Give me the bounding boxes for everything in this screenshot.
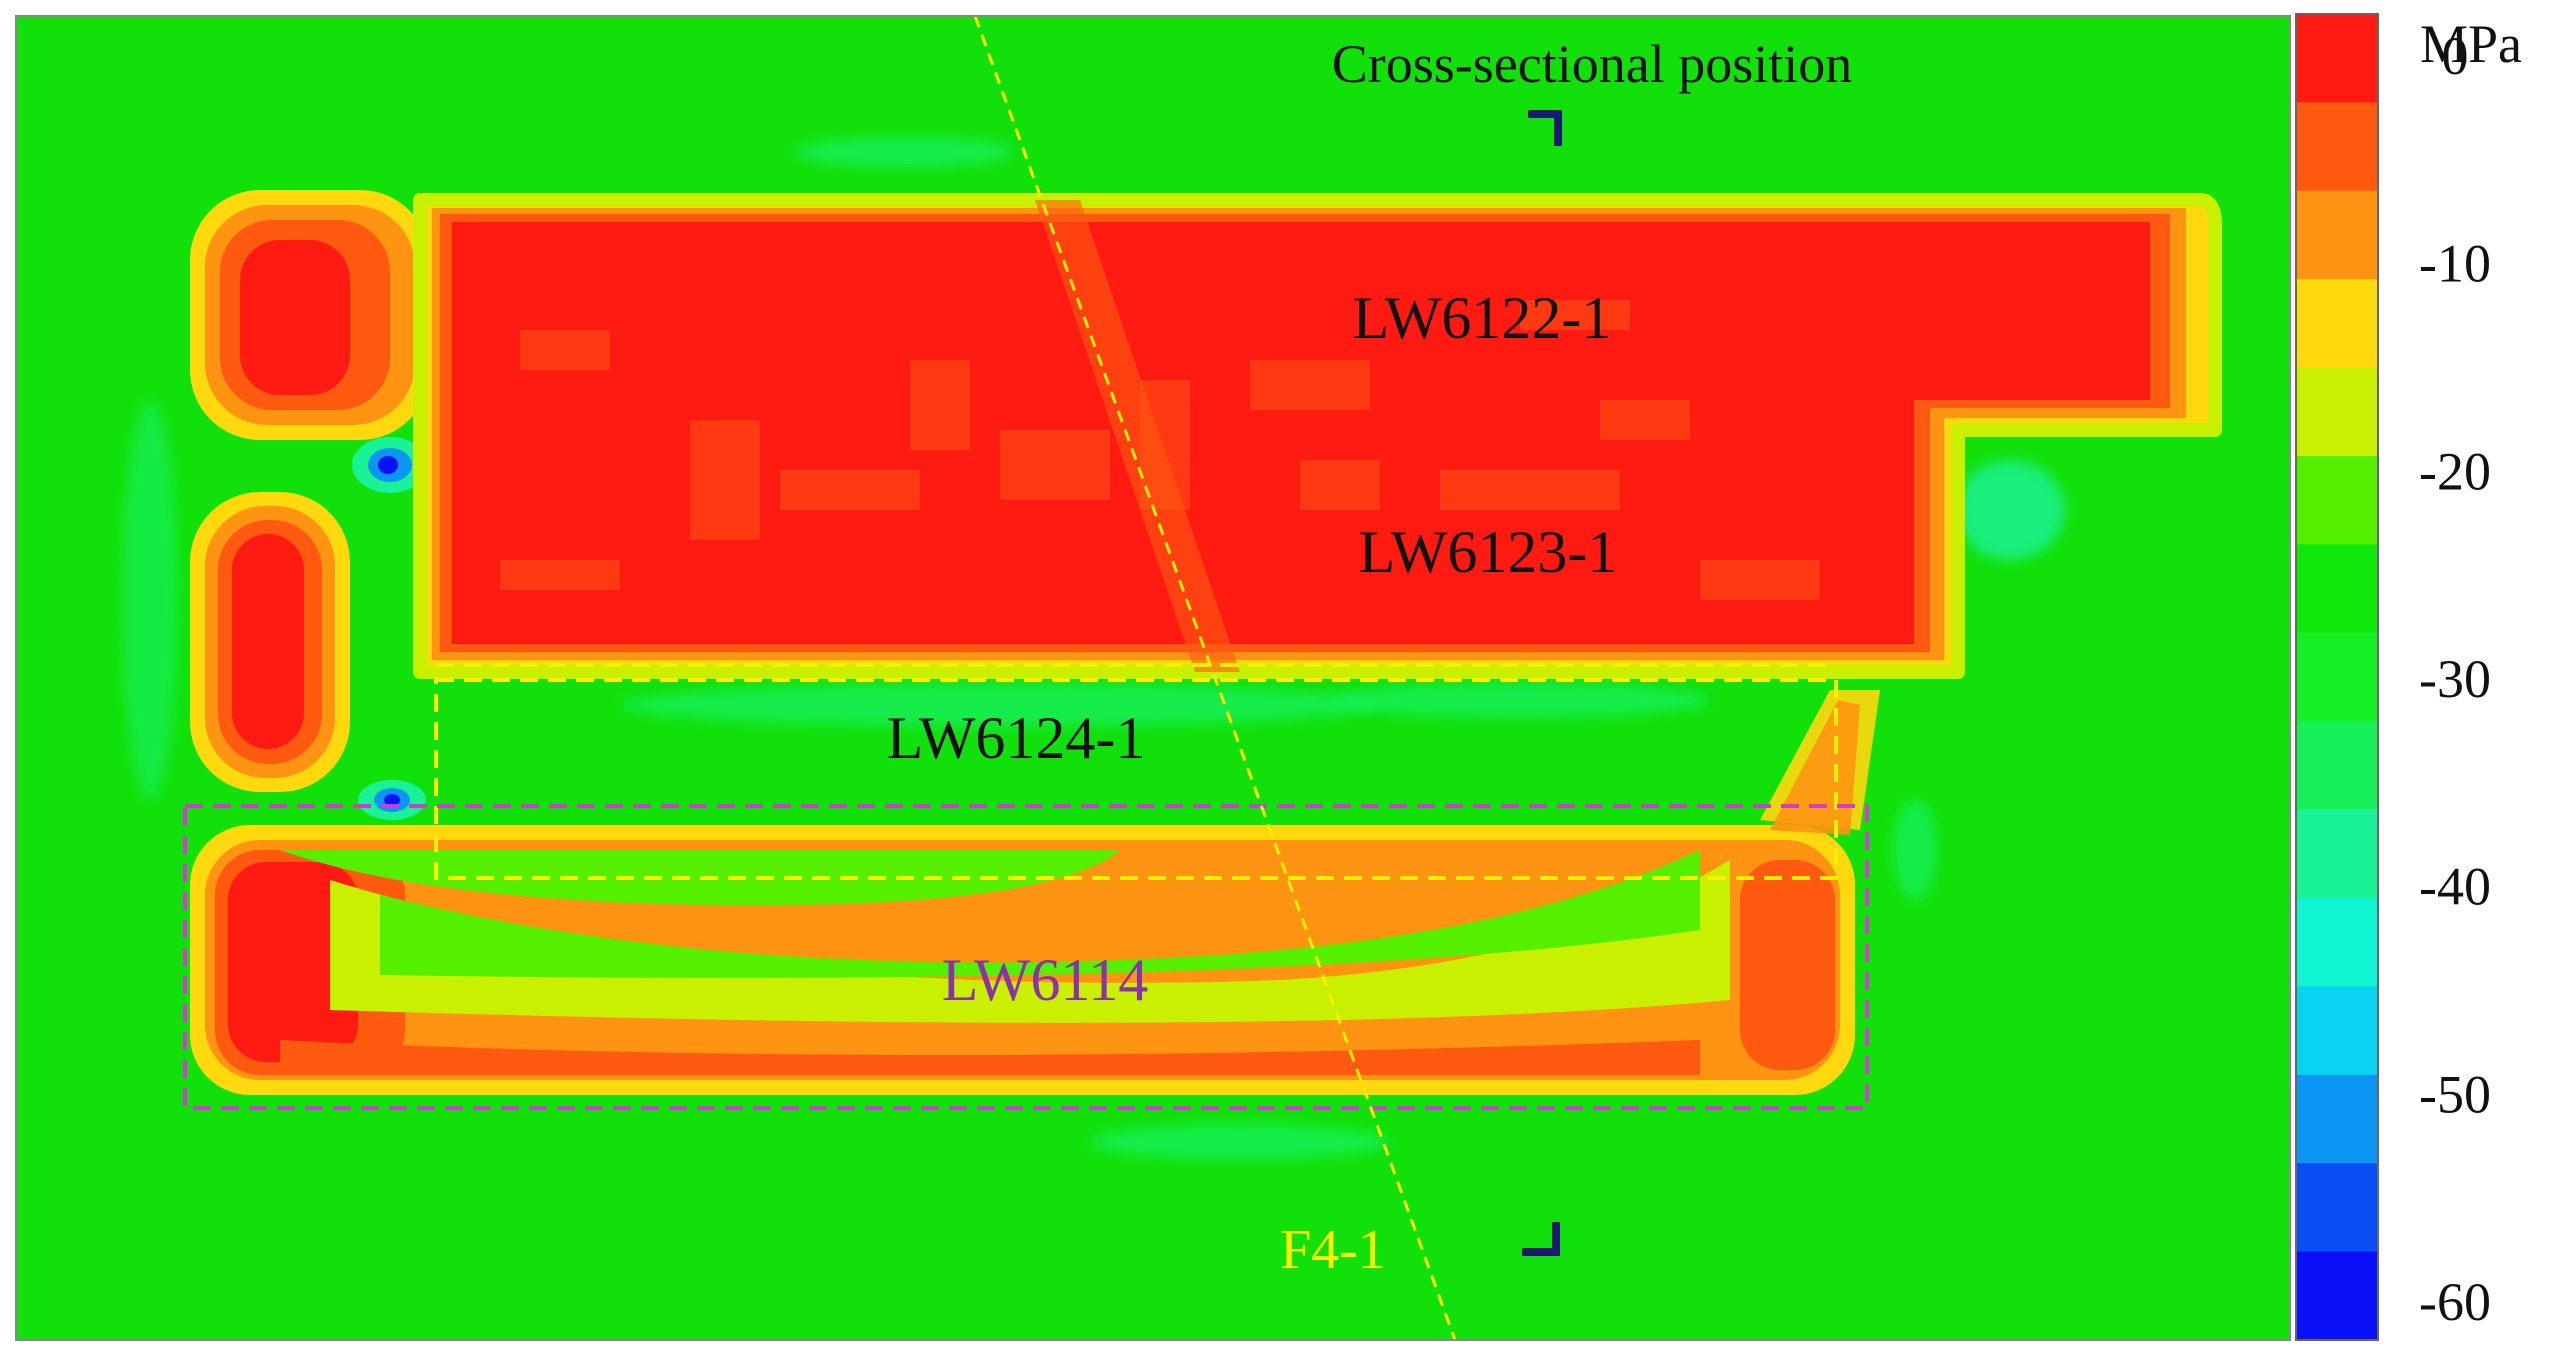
panel-label-lw6124: LW6124-1 [887,705,1146,771]
colorbar-swatch [2296,102,2378,192]
low-stress-zone-right-2 [1893,800,1937,900]
colorbar-swatch [2296,809,2378,899]
lower-goaf-stress [190,690,1880,1095]
colorbar-swatch [2296,279,2378,369]
colorbar: 0 -10 -20 -30 -40 -50 -60 MPa [2295,13,2522,1341]
panel-label-lw6122: LW6122-1 [1353,285,1612,351]
colorbar-swatch [2296,1074,2378,1164]
colorbar-swatch [2296,1251,2378,1341]
colorbar-unit: MPa [2420,14,2522,74]
low-stress-zone-center-2 [1330,682,1710,718]
upper-goaf-high-stress [413,193,2222,679]
colorbar-tick-label: 0 [2442,26,2469,86]
colorbar-swatch [2296,721,2378,811]
colorbar-swatch [2296,986,2378,1076]
lw6114-outline [183,804,1869,1110]
colorbar-tick-label: -50 [2419,1064,2491,1124]
section-marker-bottom [1522,1222,1560,1256]
colorbar-tick-label: -30 [2419,649,2491,709]
low-stress-zone-left [122,400,178,800]
low-stress-zone-bottom [1090,1124,1390,1160]
low-stress-zone-center [620,683,1380,727]
colorbar-tick-label: -40 [2419,857,2491,917]
colorbar-tick-label: -60 [2419,1272,2491,1332]
colorbar-swatch [2296,544,2378,634]
colorbar-swatch [2296,898,2378,987]
colorbar-swatch [2296,456,2378,545]
lw6124-outline [434,678,1838,880]
colorbar-swatch [2296,1163,2378,1253]
colorbar-swatch [2296,632,2378,722]
left-pillars [190,190,430,820]
low-stress-zone-top [795,136,1015,168]
colorbar-tick-label: -10 [2419,234,2491,294]
panel-label-lw6123: LW6123-1 [1359,519,1618,585]
colorbar-ticks: 0 -10 -20 -30 -40 -50 -60 [2419,26,2491,1332]
section-marker-top [1528,110,1562,146]
colorbar-tick-label: -20 [2419,441,2491,501]
colorbar-swatch [2296,14,2378,103]
panel-label-lw6114: LW6114 [942,947,1149,1013]
plot-border [15,15,2291,1341]
colorbar-swatch [2296,190,2378,280]
colorbar-swatches [2296,14,2378,1341]
cross-section-label: Cross-sectional position [1332,34,1852,94]
contour-plot: Cross-sectional position LW6122-1 LW6123… [15,15,2291,1341]
low-stress-zone-right [1955,460,2065,560]
colorbar-swatch [2296,367,2378,457]
colorbar-border [2295,13,2379,1341]
fault-line-f4-1 [973,15,1457,1341]
fault-label-f4-1: F4-1 [1280,1219,1386,1281]
